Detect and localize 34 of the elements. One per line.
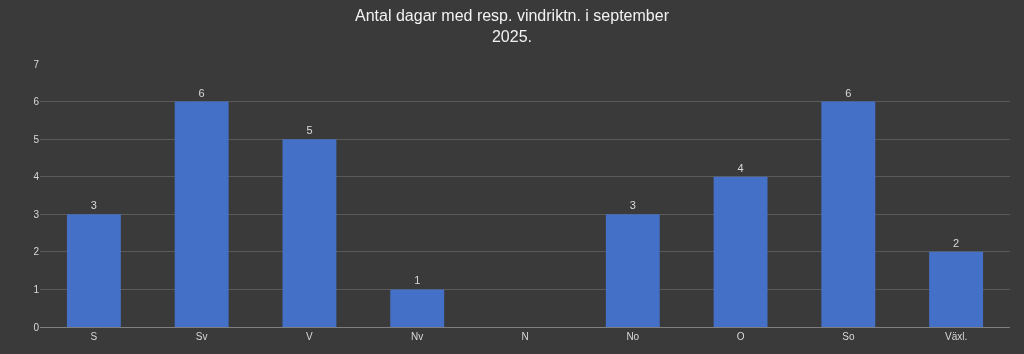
x-tick-label: O <box>736 331 745 342</box>
x-tick-label: Sv <box>195 331 208 342</box>
y-tick-label: 5 <box>33 133 40 145</box>
x-tick-label: V <box>306 331 314 342</box>
data-label: 5 <box>306 124 313 137</box>
bar <box>821 101 876 327</box>
y-tick-label: 7 <box>33 58 40 70</box>
x-tick-label: N <box>521 331 529 342</box>
y-tick-label: 0 <box>33 321 40 333</box>
data-label: 6 <box>845 86 852 99</box>
x-tick-label: No <box>626 331 640 342</box>
data-label: 6 <box>198 86 205 99</box>
data-label: 3 <box>90 199 97 212</box>
y-tick-label: 4 <box>33 171 40 183</box>
x-tick-label: S <box>90 331 98 342</box>
bar <box>174 101 229 327</box>
data-label: 1 <box>414 274 421 287</box>
bar <box>929 251 984 327</box>
y-tick-label: 2 <box>33 246 40 258</box>
x-tick-label: So <box>842 331 855 342</box>
chart-title: Antal dagar med resp. vindriktn. i september 2025. <box>355 7 670 46</box>
y-tick-label: 3 <box>33 208 40 220</box>
bar <box>713 176 768 327</box>
y-tick-label: 1 <box>33 283 40 295</box>
bar <box>66 214 121 327</box>
x-tick-label: Nv <box>411 331 424 342</box>
x-tick-label: Växl. <box>944 331 968 342</box>
y-tick-label: 6 <box>33 96 40 108</box>
data-label: 4 <box>737 161 744 174</box>
bar <box>605 214 660 327</box>
bar <box>282 139 337 327</box>
data-label: 2 <box>953 236 960 249</box>
bar <box>390 289 445 327</box>
data-label: 3 <box>629 199 636 212</box>
